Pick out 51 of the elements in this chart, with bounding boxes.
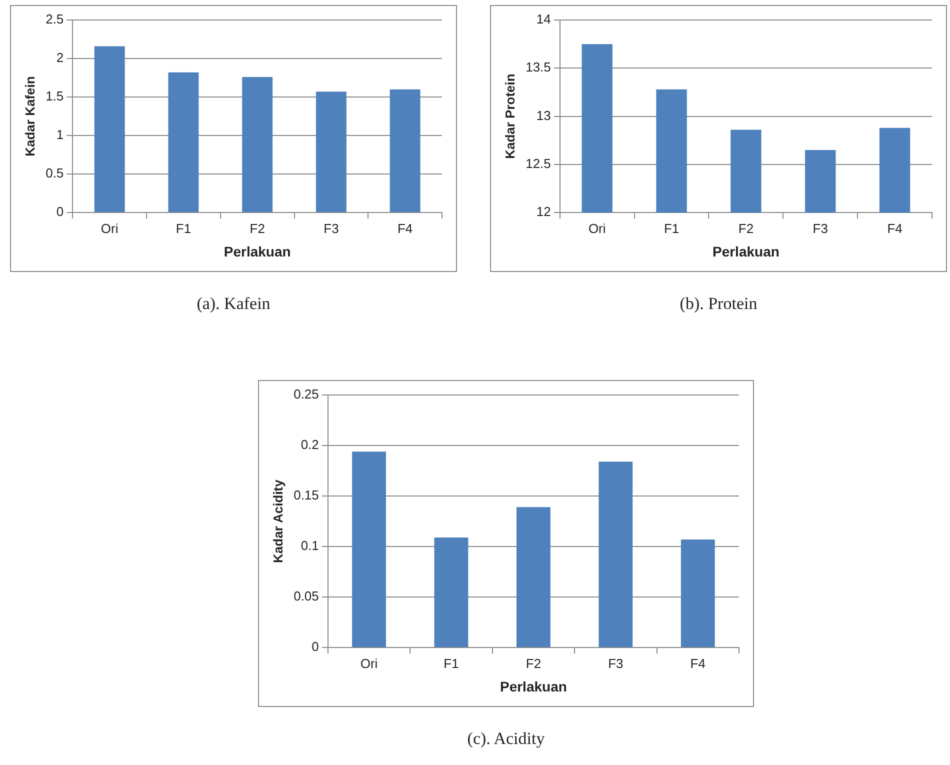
x-tick-label: F3 <box>324 220 339 236</box>
bar <box>434 537 468 648</box>
x-tick-label: F4 <box>887 220 902 236</box>
text: (c). Acidity <box>466 729 546 749</box>
x-tick-label: F3 <box>812 220 828 236</box>
bar <box>680 539 715 648</box>
x-tick-label: F4 <box>397 220 413 236</box>
x-tick-label: F1 <box>176 220 192 236</box>
x-axis-title: Perlakuan <box>500 678 567 694</box>
y-tick-label: 0.15 <box>294 488 319 503</box>
text: (b). Protein <box>678 294 758 314</box>
text: (a). Kafein <box>196 294 272 314</box>
y-tick-label: 2 <box>56 50 64 66</box>
y-tick-label: 0.2 <box>300 437 319 452</box>
y-tick-label: 13.5 <box>526 60 551 75</box>
bar <box>168 72 199 212</box>
y-tick-label: 12.5 <box>526 156 551 172</box>
bar <box>242 77 273 212</box>
x-tick-label: F2 <box>526 656 542 671</box>
x-tick-label: Ori <box>360 656 378 671</box>
y-tick-label: 0 <box>312 639 319 654</box>
bar <box>352 452 386 648</box>
y-tick-label: 0.5 <box>46 166 64 181</box>
bar <box>390 89 420 212</box>
x-tick-label: Ori <box>100 220 118 236</box>
y-axis-title: Kadar Acidity <box>270 478 286 563</box>
y-axis-title: Kadar Kafein <box>22 76 38 156</box>
x-tick-label: Ori <box>588 220 606 236</box>
x-axis-title: Perlakuan <box>224 243 291 260</box>
y-axis-title: Kadar Protein <box>502 74 518 159</box>
x-tick-label: F2 <box>738 220 754 236</box>
y-tick-label: 0 <box>56 204 64 220</box>
y-tick-label: 0.1 <box>300 538 319 554</box>
bar <box>94 46 125 212</box>
x-tick-label: F3 <box>608 656 624 671</box>
x-tick-label: F2 <box>250 220 265 236</box>
x-tick-label: F1 <box>444 656 459 671</box>
bar <box>598 462 633 648</box>
y-tick-label: 13 <box>536 108 551 123</box>
y-tick-label: 1 <box>56 127 64 142</box>
y-tick-label: 2.5 <box>46 12 64 27</box>
x-tick-label: F4 <box>690 656 706 671</box>
bar <box>316 92 346 212</box>
y-tick-label: 0.25 <box>294 386 319 402</box>
y-tick-label: 12 <box>536 204 551 220</box>
bar <box>516 507 550 648</box>
y-tick-label: 1.5 <box>46 88 64 104</box>
x-tick-label: F1 <box>664 220 680 236</box>
y-tick-label: 0.05 <box>294 588 319 604</box>
y-tick-label: 14 <box>536 12 551 27</box>
x-axis-title: Perlakuan <box>712 243 780 260</box>
